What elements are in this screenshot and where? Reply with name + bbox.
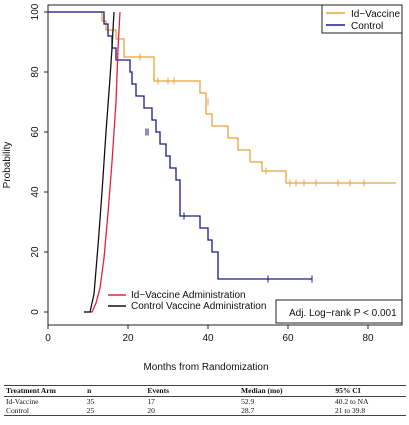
legend-top-box [321,4,403,34]
km-chart: 0 20 40 60 80 0 20 40 60 80 100 Probability Months… [2,3,403,373]
cell-ci: 40.2 to NA [334,397,369,406]
legend-bottom: Id−Vaccine Administration Control Vaccin… [108,290,266,312]
survival-curves [48,11,396,313]
header-n: n [87,386,92,395]
y-tick-label: 0 [30,309,41,315]
legend-label-control: Control [351,21,383,32]
table-rule-mid [4,396,406,397]
legend-label-id-admin: Id−Vaccine Administration [131,290,246,301]
legend-label-control-admin: Control Vaccine Administration [131,301,266,312]
cell-n: 25 [86,406,95,415]
y-axis-title: Probability [2,142,13,189]
x-tick-label: 20 [122,333,134,344]
cell-arm: Id-Vaccine [6,397,39,406]
legend-label-id-vaccine: Id−Vaccine [351,9,400,20]
x-tick-label: 60 [282,333,294,344]
id-vaccine-curve [48,11,396,184]
table-row: Control 25 20 28.7 21 to 39.8 [4,406,406,415]
control-curve [48,11,312,280]
y-tick-label: 100 [30,3,41,20]
table-rule-bottom [4,415,406,416]
pvalue-box: Adj. Log−rank P < 0.001 [275,299,403,324]
legend-top: Id−Vaccine Control [321,4,403,34]
header-events: Events [147,386,169,395]
control-admin-curve [84,11,115,313]
header-median: Median (mo) [241,386,283,395]
header-ci: 95% CI [335,386,361,395]
table-header-row: Treatment Arm n Events Median (mo) 95% C… [4,386,406,395]
x-tick-label: 80 [362,333,374,344]
pvalue-frame [275,299,403,324]
axes: 0 20 40 60 80 0 20 40 60 80 100 [30,3,374,344]
table-rule-top [4,385,406,386]
header-treatment-arm: Treatment Arm [6,386,56,395]
cell-ci: 21 to 39.8 [334,406,366,415]
table-row: Id-Vaccine 35 17 52.9 40.2 to NA [4,397,406,406]
cell-events: 17 [147,397,155,406]
cell-events: 20 [147,406,155,415]
id-vaccine-admin-curve [84,11,121,313]
summary-table: Treatment Arm n Events Median (mo) 95% C… [4,385,406,416]
pvalue-label: Adj. Log−rank P < 0.001 [289,308,397,319]
y-tick-label: 20 [30,246,41,258]
cell-arm: Control [6,406,29,415]
cell-median: 28.7 [241,406,255,415]
x-tick-label: 40 [202,333,214,344]
x-axis-title: Months from Randomization [143,362,268,373]
x-tick-label: 0 [45,333,51,344]
cell-n: 35 [86,397,95,406]
plot-frame [47,4,403,326]
cell-median: 52.9 [241,397,255,406]
y-tick-label: 80 [30,66,41,78]
y-tick-label: 60 [30,126,41,138]
y-tick-label: 40 [30,186,41,198]
